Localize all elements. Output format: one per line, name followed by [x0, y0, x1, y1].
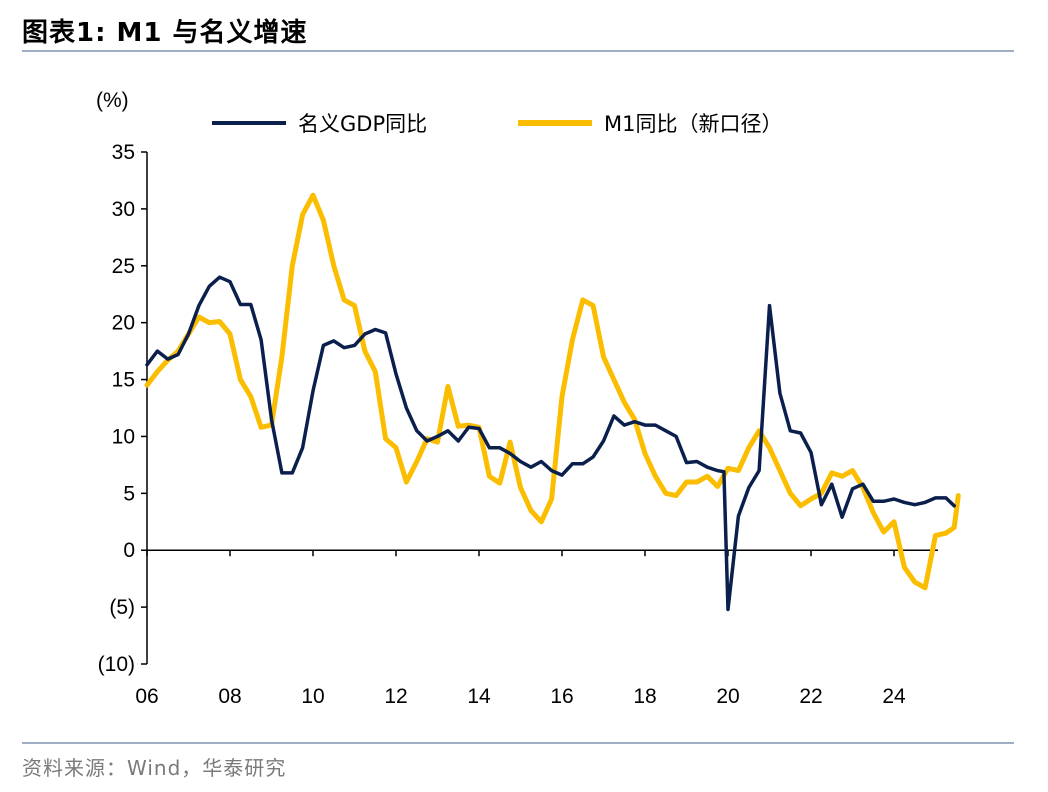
footer-divider — [22, 742, 1014, 744]
y-axis-label: (%) — [96, 89, 129, 112]
y-tick-label: 35 — [112, 141, 135, 164]
x-tick-label: 06 — [135, 685, 158, 708]
series-line-nominal-gdp — [145, 275, 956, 612]
title-divider — [22, 50, 1014, 52]
x-tick-label: 20 — [716, 685, 739, 708]
y-tick-label: 25 — [112, 255, 135, 278]
y-tick-label: (5) — [109, 596, 135, 619]
y-tick-label: 15 — [112, 369, 135, 392]
series-line-m1 — [144, 192, 961, 591]
y-tick-label: 0 — [123, 539, 135, 562]
x-tick-label: 16 — [550, 685, 573, 708]
series-layer — [144, 192, 961, 612]
x-tick-label: 10 — [301, 685, 324, 708]
source-note: 资料来源：Wind，华泰研究 — [22, 756, 287, 780]
legend: 名义GDP同比 M1同比（新口径） — [212, 112, 782, 136]
x-tick-label: 12 — [384, 685, 407, 708]
axes: 35 30 25 20 15 10 5 0 (5) (10)06 08 10 12 14 16 18 20 22 2… — [98, 141, 938, 708]
x-tick-label: 14 — [467, 685, 491, 708]
legend-label-nominal-gdp: 名义GDP同比 — [298, 112, 427, 136]
y-tick-label: 30 — [112, 198, 135, 221]
legend-label-m1: M1同比（新口径） — [604, 112, 782, 136]
y-tick-label: 20 — [112, 312, 135, 335]
x-tick-label: 24 — [882, 685, 906, 708]
x-tick-label: 22 — [799, 685, 822, 708]
y-tick-label: 10 — [112, 425, 135, 448]
x-tick-label: 08 — [218, 685, 241, 708]
page-title: 图表1: M1 与名义增速 — [22, 18, 308, 48]
y-tick-label: (10) — [98, 653, 135, 676]
y-tick-label: 5 — [123, 482, 135, 505]
x-tick-label: 18 — [633, 685, 656, 708]
